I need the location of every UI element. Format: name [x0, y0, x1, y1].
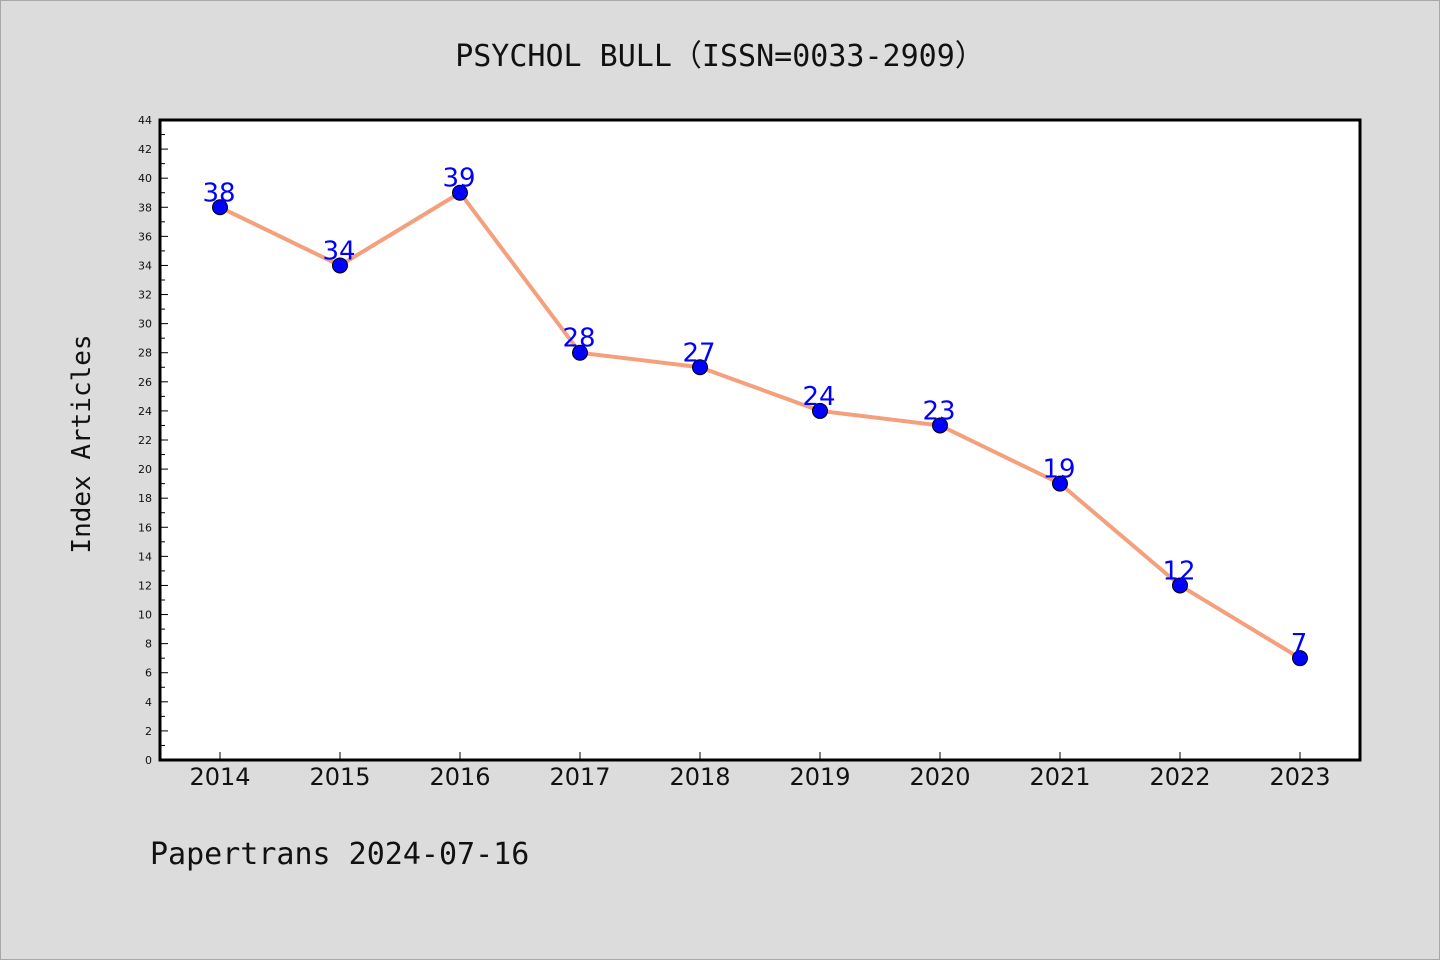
- series-line: [219, 190, 1302, 660]
- x-axis: 2014 2015 2016 2017 2018 2019 2020 2021 2022 2023: [189, 752, 1331, 791]
- y-tick-label: 0: [145, 754, 152, 767]
- y-tick-label: 6: [145, 667, 152, 680]
- series-articles: 38 34 39 28 27 24 23 19 12 7: [202, 164, 1308, 667]
- chart-title: PSYCHOL BULL（ISSN=0033-2909）: [455, 39, 985, 74]
- data-label: 34: [322, 236, 355, 266]
- y-axis-label: Index Articles: [67, 334, 97, 553]
- x-tick-label: 2014: [189, 763, 250, 791]
- data-label: 7: [1291, 629, 1308, 659]
- x-tick-label: 2020: [909, 763, 970, 791]
- data-point: [212, 199, 228, 216]
- y-axis: 0246810121416182022242628303234363840424…: [138, 114, 168, 767]
- y-tick-label: 40: [138, 172, 152, 185]
- y-tick-label: 34: [138, 259, 152, 272]
- y-tick-label: 26: [138, 376, 152, 389]
- data-point: [1172, 577, 1188, 594]
- y-tick-label: 42: [138, 143, 152, 156]
- data-label: 39: [442, 164, 475, 194]
- y-tick-label: 14: [138, 550, 152, 563]
- y-tick-label: 44: [138, 114, 152, 127]
- data-point: [932, 417, 948, 434]
- x-tick-label: 2015: [309, 763, 370, 791]
- x-tick-label: 2017: [549, 763, 610, 791]
- y-tick-label: 18: [138, 492, 152, 505]
- data-label: 19: [1042, 455, 1075, 485]
- y-tick-label: 2: [145, 725, 152, 738]
- y-tick-label: 24: [138, 405, 152, 418]
- y-tick-label: 8: [145, 638, 152, 651]
- x-tick-label: 2016: [429, 763, 490, 791]
- data-point: [452, 184, 468, 201]
- data-point: [572, 344, 588, 361]
- y-tick-label: 20: [138, 463, 152, 476]
- data-label: 23: [922, 396, 955, 426]
- data-label: 27: [682, 338, 715, 368]
- y-tick-label: 10: [138, 609, 152, 622]
- x-tick-label: 2018: [669, 763, 730, 791]
- y-tick-label: 28: [138, 347, 152, 360]
- data-label: 28: [562, 324, 595, 354]
- y-tick-label: 12: [138, 579, 152, 592]
- y-tick-label: 36: [138, 230, 152, 243]
- x-tick-label: 2019: [789, 763, 850, 791]
- data-point: [812, 402, 828, 419]
- data-label: 12: [1162, 556, 1195, 586]
- y-tick-label: 16: [138, 521, 152, 534]
- data-point: [332, 257, 348, 274]
- y-tick-label: 32: [138, 289, 152, 302]
- data-label: 38: [202, 178, 235, 208]
- y-tick-label: 4: [145, 696, 152, 709]
- plot-area: [158, 118, 1362, 762]
- y-tick-label: 30: [138, 318, 152, 331]
- footer-credit: Papertrans 2024-07-16: [150, 837, 529, 872]
- y-tick-label: 22: [138, 434, 152, 447]
- data-label: 24: [802, 382, 835, 412]
- x-tick-label: 2021: [1029, 763, 1090, 791]
- data-point: [692, 359, 708, 376]
- data-point: [1292, 650, 1308, 667]
- data-point: [1052, 475, 1068, 492]
- x-tick-label: 2023: [1269, 763, 1330, 791]
- y-tick-label: 38: [138, 201, 152, 214]
- x-tick-label: 2022: [1149, 763, 1210, 791]
